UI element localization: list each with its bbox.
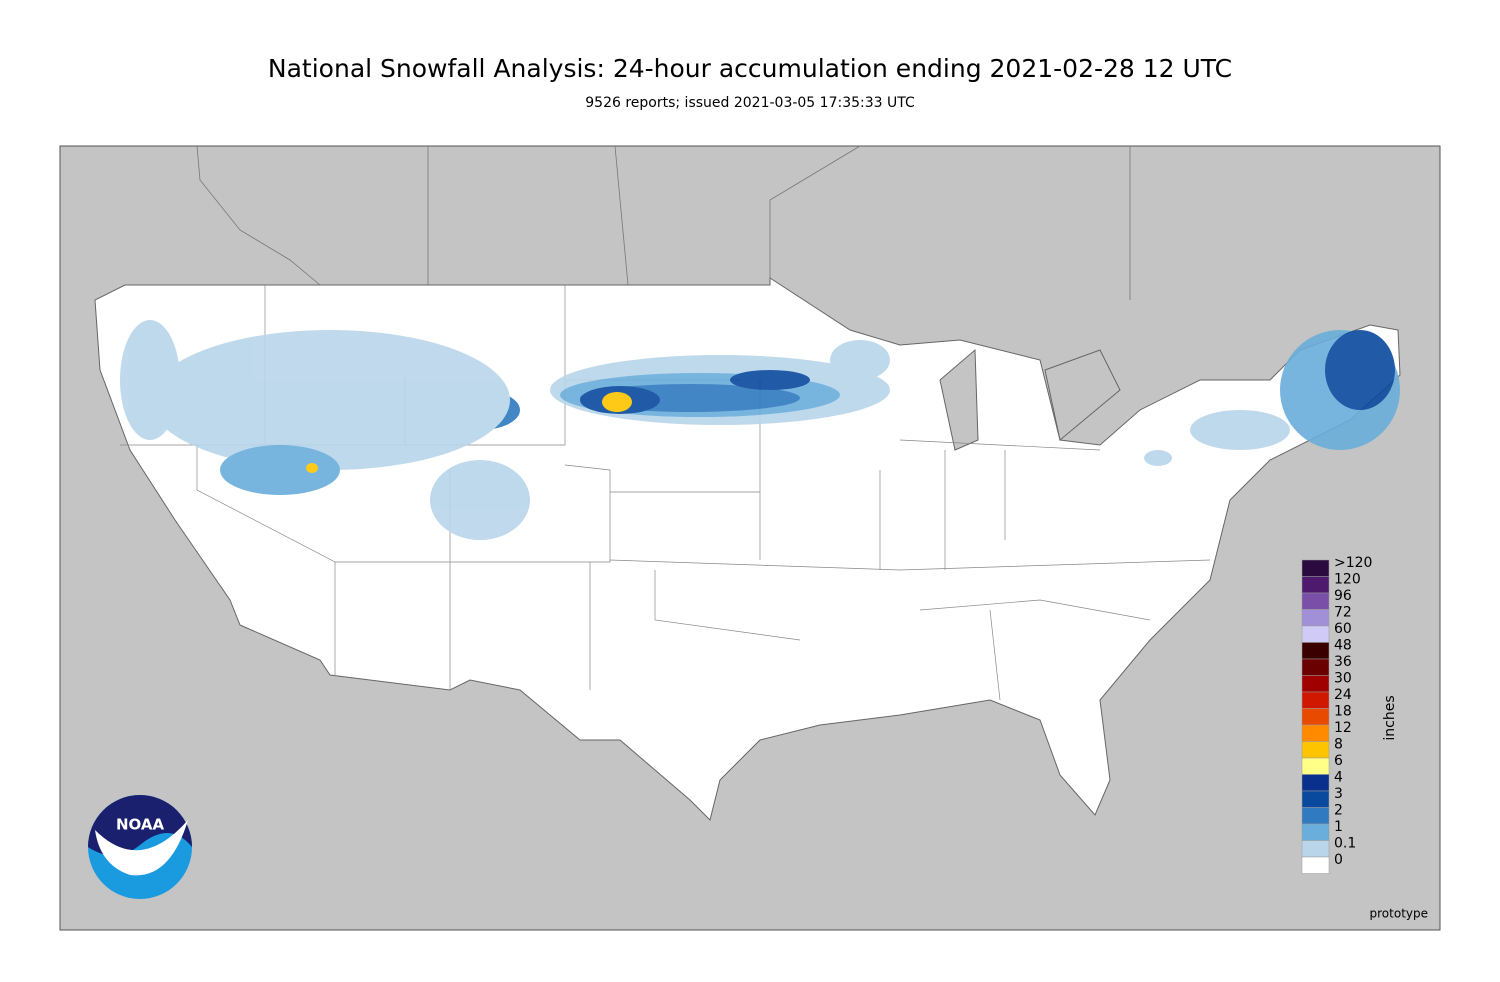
legend-swatch: [1301, 658, 1330, 676]
legend-swatch: [1301, 840, 1330, 858]
legend-swatch: [1301, 774, 1330, 792]
legend-swatch: [1301, 757, 1330, 775]
legend-label: 2: [1334, 803, 1343, 819]
legend-swatch: [1301, 691, 1330, 709]
legend-label: 30: [1334, 671, 1352, 687]
legend-label: 8: [1334, 737, 1343, 753]
legend-label: 120: [1334, 572, 1361, 588]
legend-label: 6: [1334, 753, 1343, 769]
legend-label: >120: [1334, 555, 1372, 571]
legend-swatch: [1301, 724, 1330, 742]
legend-label: 96: [1334, 588, 1352, 604]
legend-swatch: [1301, 741, 1330, 759]
legend-swatch: [1301, 642, 1330, 660]
legend-swatch: [1301, 790, 1330, 808]
legend-swatch: [1301, 609, 1330, 627]
legend-swatch: [1301, 592, 1330, 610]
snow-shading: [120, 320, 1400, 540]
subtitle: 9526 reports; issued 2021-03-05 17:35:33…: [585, 95, 915, 111]
legend-label: 72: [1334, 605, 1352, 621]
legend-swatch: [1301, 708, 1330, 726]
logo-text: NOAA: [116, 816, 165, 834]
legend-label: 18: [1334, 704, 1352, 720]
legend-label: 0: [1334, 852, 1343, 868]
legend-unit: inches: [1382, 695, 1398, 740]
title: National Snowfall Analysis: 24-hour accu…: [268, 54, 1232, 83]
legend-label: 1: [1334, 819, 1343, 835]
legend-label: 48: [1334, 638, 1352, 654]
legend-label: 12: [1334, 720, 1352, 736]
legend-swatch: [1301, 559, 1330, 577]
legend-swatch: [1301, 625, 1330, 643]
legend-swatch: [1301, 807, 1330, 825]
prototype-note: prototype: [1370, 907, 1428, 921]
legend-label: 0.1: [1334, 836, 1356, 852]
legend-swatch: [1301, 576, 1330, 594]
legend-label: 3: [1334, 786, 1343, 802]
legend-swatch: [1301, 856, 1330, 874]
legend-label: 24: [1334, 687, 1352, 703]
legend-label: 60: [1334, 621, 1352, 637]
legend-label: 4: [1334, 770, 1343, 786]
noaa-logo: NOAA: [88, 795, 192, 899]
legend-swatch: [1301, 675, 1330, 693]
legend-label: 36: [1334, 654, 1352, 670]
great-lakes: [939, 348, 1121, 451]
legend-swatch: [1301, 823, 1330, 841]
borders-outside: [196, 145, 1131, 300]
